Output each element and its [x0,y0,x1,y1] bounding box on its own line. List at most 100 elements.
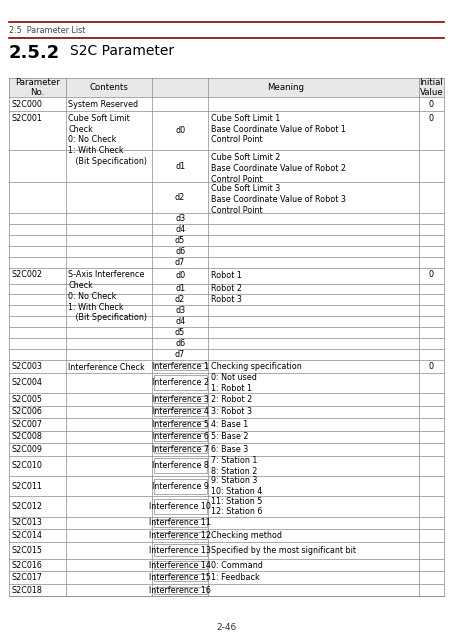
Text: 6: Base 3: 6: Base 3 [211,445,248,454]
Bar [154,375,207,390]
Text: 1: Feedback: 1: Feedback [211,573,260,582]
Text: Specified by the most significant bit: Specified by the most significant bit [211,546,356,555]
Text: S2C001: S2C001 [12,114,43,123]
Text: System Reserved: System Reserved [68,100,139,109]
Text: Interference 4: Interference 4 [152,407,208,417]
Text: S2C006: S2C006 [12,407,43,417]
Text: Interference 16: Interference 16 [149,586,211,595]
Text: Interference 10: Interference 10 [149,502,211,511]
Text: S-Axis Interference
Check
0: No Check
1: With Check
   (Bit Specification): S-Axis Interference Check 0: No Check 1:… [68,271,147,323]
Text: Interference 8: Interference 8 [152,461,208,470]
Text: S2C000: S2C000 [12,100,43,109]
Text: Robot 3: Robot 3 [211,296,242,305]
Text: d5: d5 [175,328,185,337]
Text: Checking specification: Checking specification [211,362,302,371]
Text: Interference Check: Interference Check [68,363,145,372]
Text: d1: d1 [175,284,185,294]
Text: Interference 3: Interference 3 [152,395,208,404]
Text: Cube Soft Limit
Check
0: No Check
1: With Check
   (Bit Specification): Cube Soft Limit Check 0: No Check 1: Wit… [68,114,147,166]
Bar [154,532,207,539]
Bar [154,499,207,514]
Bar [154,544,207,556]
Text: 5: Base 2: 5: Base 2 [211,433,249,442]
Bar [154,479,207,494]
Text: 2: Robot 2: 2: Robot 2 [211,395,252,404]
Text: S2C017: S2C017 [12,573,43,582]
Text: S2C014: S2C014 [12,531,43,540]
Text: S2C003: S2C003 [12,362,43,371]
Text: S2C013: S2C013 [12,518,43,527]
Text: d5: d5 [175,236,185,245]
Text: S2C015: S2C015 [12,546,43,555]
Text: 2.5.2: 2.5.2 [9,44,60,61]
Text: 0: Not used
1: Robot 1: 0: Not used 1: Robot 1 [211,373,257,392]
Text: 2-46: 2-46 [217,623,236,632]
Text: Interference 9: Interference 9 [152,482,208,491]
Text: d4: d4 [175,225,185,234]
Text: 0: 0 [429,114,434,123]
Text: 4: Base 1: 4: Base 1 [211,420,248,429]
Bar [154,420,207,428]
Text: d6: d6 [175,247,185,256]
Text: S2C009: S2C009 [12,445,43,454]
Text: S2C004: S2C004 [12,378,43,387]
Text: Interference 6: Interference 6 [152,433,208,442]
Bar [9,78,444,97]
Text: d7: d7 [175,258,185,267]
Text: S2C002: S2C002 [12,271,43,280]
Text: S2C016: S2C016 [12,561,43,570]
Bar [154,363,207,370]
Text: Initial
Value: Initial Value [419,78,443,97]
Text: d6: d6 [175,339,185,348]
Text: S2C Parameter: S2C Parameter [70,44,174,58]
Text: Meaning: Meaning [267,83,304,92]
Text: Interference 15: Interference 15 [149,573,211,582]
Text: 9: Station 3
10: Station 4: 9: Station 3 10: Station 4 [211,476,262,496]
Text: Parameter
No.: Parameter No. [15,78,60,97]
Text: d0: d0 [175,271,185,280]
Text: 11: Station 5
12: Station 6: 11: Station 5 12: Station 6 [211,497,262,516]
Bar [154,519,207,527]
Text: 0: 0 [429,100,434,109]
Text: S2C010: S2C010 [12,461,43,470]
Text: Contents: Contents [89,83,128,92]
Text: Robot 1: Robot 1 [211,271,242,280]
Bar [154,408,207,415]
Text: 0: 0 [429,271,434,280]
Text: S2C007: S2C007 [12,420,43,429]
Bar [154,561,207,569]
Text: d3: d3 [175,214,185,223]
Text: S2C011: S2C011 [12,482,43,491]
Text: d1: d1 [175,162,185,171]
Text: d2: d2 [175,193,185,202]
Text: d7: d7 [175,350,185,359]
Text: S2C005: S2C005 [12,395,43,404]
Text: Robot 2: Robot 2 [211,284,242,294]
Bar [154,586,207,594]
Bar [154,445,207,453]
Text: Interference 11: Interference 11 [149,518,211,527]
Text: Interference 2: Interference 2 [152,378,208,387]
Text: 2.5  Parameter List: 2.5 Parameter List [9,26,86,35]
Bar [154,433,207,440]
Text: Interference 14: Interference 14 [149,561,211,570]
Text: Cube Soft Limit 2
Base Coordinate Value of Robot 2
Control Point: Cube Soft Limit 2 Base Coordinate Value … [211,153,346,184]
Text: 0: 0 [429,362,434,371]
Text: Cube Soft Limit 1
Base Coordinate Value of Robot 1
Control Point: Cube Soft Limit 1 Base Coordinate Value … [211,114,346,145]
Text: d4: d4 [175,317,185,326]
Text: S2C018: S2C018 [12,586,43,595]
Text: d0: d0 [175,127,185,136]
Bar [154,458,207,474]
Text: d3: d3 [175,307,185,316]
Text: Interference 12: Interference 12 [149,531,211,540]
Text: 3: Robot 3: 3: Robot 3 [211,407,252,417]
Text: Interference 5: Interference 5 [152,420,208,429]
Text: Interference 1: Interference 1 [152,362,208,371]
Text: d2: d2 [175,296,185,305]
Text: Checking method: Checking method [211,531,282,540]
Text: 7: Station 1
8: Station 2: 7: Station 1 8: Station 2 [211,456,257,476]
Text: S2C012: S2C012 [12,502,43,511]
Bar [154,396,207,403]
Text: Interference 7: Interference 7 [152,445,208,454]
Text: S2C008: S2C008 [12,433,43,442]
